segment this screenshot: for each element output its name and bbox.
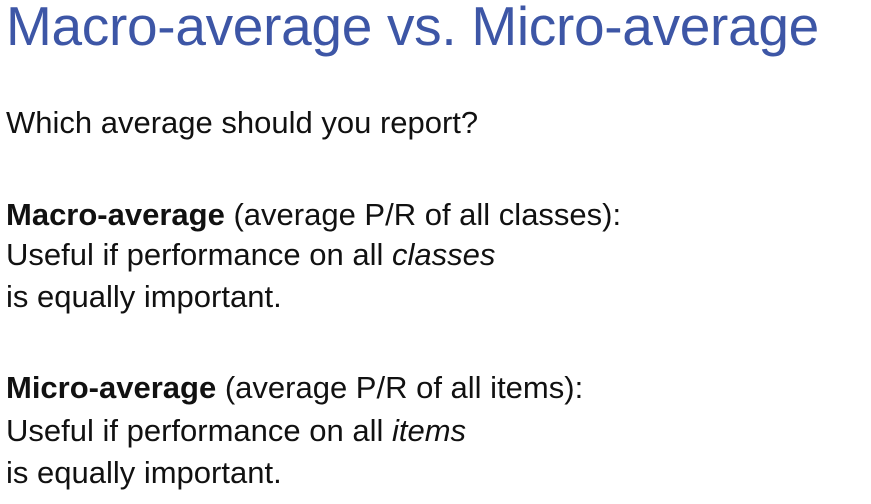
micro-definition-line: Micro-average (average P/R of all items)… bbox=[6, 369, 583, 407]
micro-emphasis: items bbox=[391, 413, 467, 448]
macro-usefulness-prefix: Useful if performance on all bbox=[6, 237, 392, 272]
macro-definition-line: Macro-average (average P/R of all classe… bbox=[6, 196, 621, 234]
slide-title: Macro-average vs. Micro-average bbox=[6, 0, 819, 57]
macro-emphasis: classes bbox=[391, 237, 496, 272]
macro-usefulness-line: Useful if performance on all classes bbox=[6, 236, 495, 274]
macro-term: Macro-average bbox=[6, 197, 225, 232]
macro-importance-line: is equally important. bbox=[6, 279, 282, 314]
micro-definition: (average P/R of all items): bbox=[216, 370, 584, 405]
micro-term: Micro-average bbox=[6, 370, 217, 405]
micro-importance-line: is equally important. bbox=[6, 455, 282, 490]
macro-definition: (average P/R of all classes): bbox=[224, 197, 622, 232]
question-text: Which average should you report? bbox=[6, 105, 479, 140]
micro-usefulness-line: Useful if performance on all items bbox=[6, 412, 466, 450]
micro-usefulness-prefix: Useful if performance on all bbox=[6, 413, 392, 448]
